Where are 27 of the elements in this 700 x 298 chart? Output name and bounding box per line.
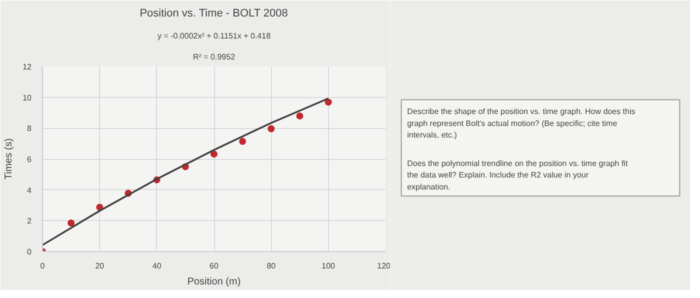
point [296, 112, 304, 120]
y-tick-label: 10 [22, 93, 32, 102]
y-tick-label: 12 [22, 62, 32, 72]
x-tick-label: 60 [210, 262, 219, 270]
point [239, 138, 246, 145]
text: Describe the shape of the position vs. time graph. How does this graph represent Bolt's actual motion? (Be specific; cite time intervals, etc.) [407, 107, 636, 140]
y-tick-label: 2 [27, 216, 32, 226]
y-tick-label: 6 [27, 155, 32, 164]
point [268, 125, 275, 132]
point [324, 98, 332, 106]
y-tick-label: 4 [27, 186, 32, 195]
x-tick-label: 100 [322, 262, 336, 270]
text: R² = 0.9952 [192, 52, 236, 62]
chart-title: Position vs. Time - BOLT 2008 [140, 8, 288, 20]
x-tick-label: 120 [377, 262, 392, 270]
x-tick-label: 80 [266, 262, 276, 270]
text: y = -0.0002x² + 0.1151x + 0.418 [157, 32, 272, 40]
x-tick-label: 20 [95, 262, 105, 270]
x-tick-label: 0 [40, 262, 46, 270]
y-tick-label: 0 [27, 248, 32, 256]
text: Does the polynomial trendline on the position vs. time graph fit the data well? Explain. Include the R2 value in your explanation. [407, 159, 628, 192]
point [68, 219, 75, 226]
x-tick-label: 40 [152, 262, 162, 270]
x-axis-title: Position (m) [187, 276, 241, 288]
y-axis-title: Times (s) [4, 138, 15, 180]
point [210, 150, 218, 158]
y-tick-label: 8 [27, 124, 32, 134]
